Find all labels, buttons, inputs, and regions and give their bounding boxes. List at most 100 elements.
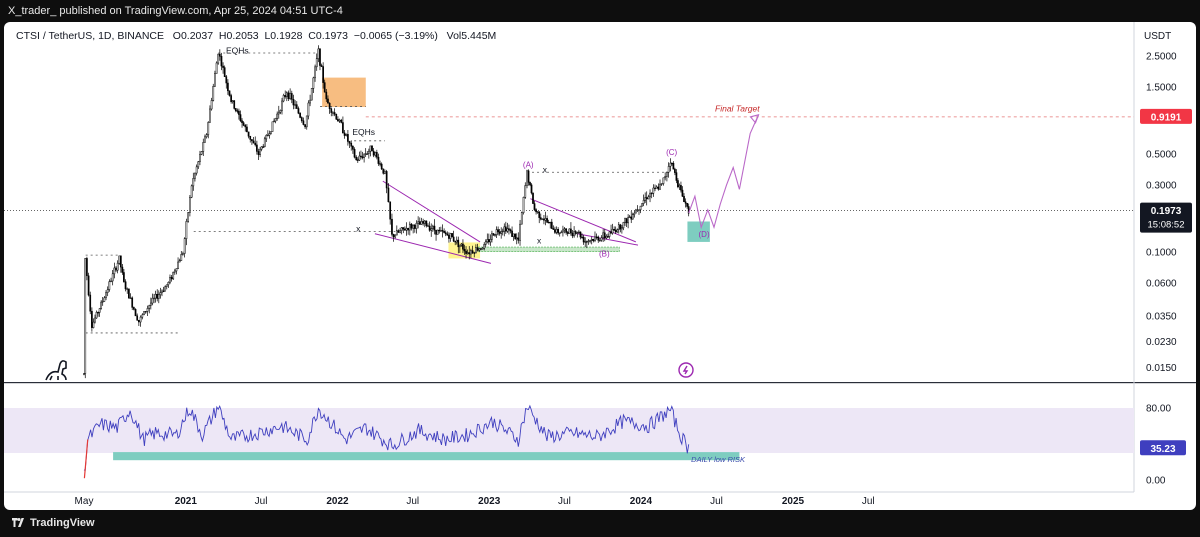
candle-body [595,236,598,238]
candle-body [319,48,321,66]
candle-body [529,182,531,186]
candle-body [116,262,119,271]
candle-body [512,233,515,237]
tradingview-logo[interactable]: TradingView [12,510,95,537]
candle-body [279,110,282,113]
candle-body [457,239,460,248]
candle-body [539,217,542,220]
candle-body [241,120,243,123]
candle-body [268,133,271,136]
candle-body [175,268,178,272]
candle-body [568,228,571,234]
candle-body [420,221,423,225]
candle-body [347,134,349,142]
candle-body [350,142,353,147]
candle-body [391,218,393,235]
price-axis-label: 0.3000 [1146,181,1177,192]
candle-body [131,297,134,308]
time-axis-label: Jul [255,496,268,507]
candle-body [630,216,633,220]
ohlc-low: L0.1928 [264,30,303,42]
candle-body [157,294,160,299]
channel-line-upper [530,198,637,243]
candle-body [187,212,189,222]
tradingview-logo-icon [12,518,24,527]
candle-body [659,183,661,190]
candle-body [584,241,587,243]
candle-body [292,99,295,106]
candle-body [223,67,226,77]
candle-body [483,244,486,249]
candle-body [322,66,324,83]
time-axis-label: Jul [862,496,875,507]
candle-body [667,166,670,173]
candle-body [533,203,536,210]
candle-body [417,221,419,224]
candle-body [210,100,213,110]
candle-body [520,212,523,225]
candle-body [363,153,365,158]
candle-body [468,252,471,255]
candle-body [173,270,176,273]
candle-body [170,277,173,280]
candle-body [452,236,455,242]
candle-body [541,218,544,220]
chart-canvas[interactable]: EQHs EQHs Final Target (A) (B) (C) (D) x x x DAILY… [4,22,1196,510]
candle-body [644,197,647,201]
candle-body [402,227,405,230]
candle-body [220,56,223,67]
candle-body [543,218,545,221]
candle-body [526,170,528,186]
candle-body [410,223,413,229]
dinosaur-icon-shape [45,360,67,381]
candle-body [197,161,200,168]
candle-body [506,228,509,232]
candle-body [560,231,563,234]
candle-body [274,118,277,122]
buy-zone-teal [687,221,710,242]
candle-body [332,112,334,114]
candle-body [430,228,433,231]
candle-body [489,239,492,243]
lightning-icon[interactable] [678,362,694,378]
candle-body [315,58,318,68]
candle-body [353,149,356,158]
candle-body [557,229,559,234]
candle-body [395,230,398,236]
candle-body [530,184,533,194]
chart-frame[interactable]: EQHs EQHs Final Target (A) (B) (C) (D) x x x DAILY… [4,22,1196,510]
candle-body [251,139,253,142]
candle-body [494,234,496,236]
candle-body [519,223,521,241]
candle-body [231,100,234,102]
wedge-upper-line [382,180,481,243]
candle-body [616,229,619,233]
candle-body [503,226,506,232]
candle-body [660,183,663,185]
candle-body [394,234,397,238]
candle-body [408,223,411,231]
candle-body [492,233,495,236]
candle-body [285,92,288,97]
candle-body [91,310,93,328]
candle-body [242,122,245,126]
candle-body [299,113,301,118]
chart-background [4,22,5,23]
candle-body [484,241,487,245]
candle-body [565,228,567,233]
price-axis-label: 2.5000 [1146,51,1177,62]
candle-body [535,209,537,213]
candle-body [473,252,476,254]
candle-body [636,209,639,211]
candle-body [307,102,310,117]
candle-body [387,187,390,203]
time-axis-label: 2021 [175,496,198,507]
candle-body [435,229,437,235]
candle-body [262,146,265,148]
candle-body [129,297,132,299]
candle-body [177,261,179,269]
candle-body [466,252,469,254]
candle-body [425,220,428,226]
candle-body [486,239,489,243]
candle-body [441,230,444,232]
